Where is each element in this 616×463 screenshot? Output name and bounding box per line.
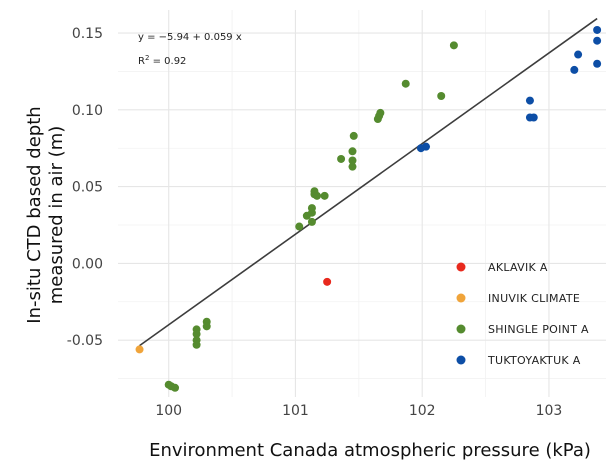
legend-key [456, 293, 466, 303]
data-point-shingle-point-a [171, 383, 180, 392]
regression-line-group [139, 17, 598, 347]
data-points [135, 25, 602, 392]
regression-line [139, 17, 598, 347]
data-point-shingle-point-a [376, 108, 385, 117]
data-point-shingle-point-a [349, 131, 358, 140]
data-point-tuktoyaktuk-a [529, 113, 538, 122]
legend-key [456, 262, 466, 272]
data-point-tuktoyaktuk-a [593, 25, 602, 34]
x-tick-label: 103 [536, 403, 563, 419]
data-point-tuktoyaktuk-a [593, 59, 602, 68]
legend-label: TUKTOYAKTUK A [487, 354, 581, 367]
y-axis-ticks: -0.05 0.00 0.05 0.10 0.15 [67, 26, 103, 349]
equation-line: y = −5.94 + 0.059 x [138, 32, 242, 43]
data-point-inuvik-climate [135, 345, 144, 354]
legend-key [456, 324, 466, 334]
r-squared-label: R2 = 0.92 [138, 54, 186, 67]
data-point-shingle-point-a [437, 92, 446, 100]
data-point-shingle-point-a [307, 217, 316, 226]
y-tick-label: 0.05 [72, 180, 103, 196]
data-point-tuktoyaktuk-a [593, 36, 602, 45]
x-axis-title: Environment Canada atmospheric pressure … [149, 440, 591, 461]
data-point-aklavik-a [323, 277, 332, 286]
legend-label: AKLAVIK A [488, 261, 548, 274]
data-point-tuktoyaktuk-a [570, 65, 579, 74]
data-point-shingle-point-a [449, 41, 458, 50]
data-point-shingle-point-a [320, 191, 329, 200]
legend-label: INUVIK CLIMATE [488, 292, 580, 305]
data-point-tuktoyaktuk-a [422, 142, 431, 151]
data-point-shingle-point-a [401, 79, 410, 88]
y-tick-label: 0.00 [72, 256, 103, 272]
x-axis-ticks: 100 101 102 103 [155, 403, 562, 419]
legend: AKLAVIK A INUVIK CLIMATE SHINGLE POINT A TU… [456, 261, 589, 367]
grid [118, 10, 606, 397]
data-point-shingle-point-a [307, 204, 316, 213]
legend-key [456, 355, 466, 365]
y-tick-label: 0.15 [72, 26, 103, 42]
data-point-tuktoyaktuk-a [574, 50, 583, 59]
data-point-tuktoyaktuk-a [525, 96, 534, 105]
data-point-shingle-point-a [348, 147, 357, 156]
regression-equation: y = −5.94 + 0.059 x R2 = 0.92 [138, 32, 242, 67]
data-point-shingle-point-a [295, 222, 304, 231]
y-tick-label: 0.10 [72, 103, 103, 119]
y-axis-title-line-1: In-situ CTD based depth [24, 106, 45, 323]
data-point-shingle-point-a [192, 330, 201, 339]
y-axis-title-line-2: measured in air (m) [46, 126, 67, 305]
data-point-shingle-point-a [337, 154, 346, 163]
data-point-shingle-point-a [313, 191, 322, 200]
x-tick-label: 101 [282, 403, 309, 419]
data-point-shingle-point-a [202, 322, 211, 331]
x-tick-label: 100 [155, 403, 182, 419]
data-point-shingle-point-a [348, 162, 357, 171]
data-point-shingle-point-a [348, 156, 357, 165]
y-axis-title: In-situ CTD based depth measured in air … [24, 106, 67, 323]
y-tick-label: -0.05 [67, 333, 103, 349]
data-point-shingle-point-a [192, 340, 201, 349]
legend-label: SHINGLE POINT A [488, 323, 589, 336]
x-tick-label: 102 [409, 403, 436, 419]
